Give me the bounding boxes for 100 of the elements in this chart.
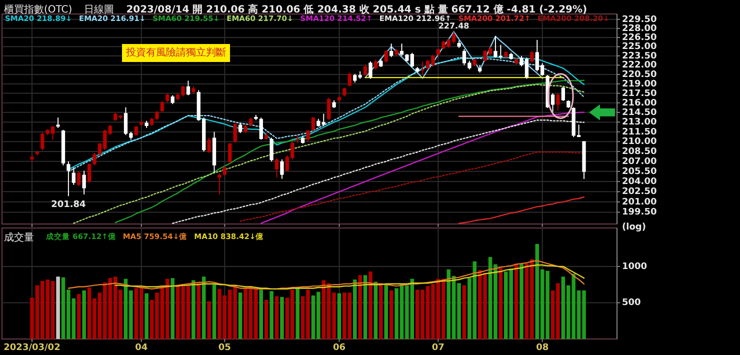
bar	[374, 282, 378, 339]
bar	[462, 285, 466, 339]
bar	[514, 264, 518, 339]
candlestick	[348, 72, 352, 87]
candlestick	[384, 50, 388, 64]
bar	[76, 294, 81, 339]
y-tick-label: 226.50	[622, 32, 657, 43]
y-tick-label: 220.50	[622, 70, 657, 80]
y-tick-label: 1000	[622, 262, 648, 272]
candlestick	[390, 43, 394, 58]
candlestick	[374, 59, 378, 70]
line-series	[114, 264, 585, 290]
bar	[170, 278, 174, 339]
bar	[498, 268, 503, 339]
y-tick-label: 500	[622, 298, 641, 308]
candlestick	[160, 100, 164, 112]
candlestick	[561, 86, 565, 102]
line-series	[260, 112, 585, 224]
candlestick	[322, 113, 326, 126]
y-tick-label: 207.00	[622, 156, 657, 167]
bar	[270, 291, 274, 339]
bar	[202, 276, 206, 339]
bar	[144, 293, 148, 339]
candlestick	[56, 117, 60, 128]
bar	[384, 284, 388, 339]
line-series	[364, 30, 543, 79]
bar	[259, 290, 264, 339]
candlestick	[296, 134, 300, 144]
x-tick-label: 04	[135, 343, 148, 353]
annotation: 227.48	[438, 22, 470, 31]
candlestick	[72, 166, 76, 186]
candlestick	[327, 97, 331, 121]
bar	[264, 300, 268, 339]
y-tick-label: 216.00	[622, 98, 657, 108]
x-tick-label: 05	[218, 343, 231, 353]
y-tick-label: 229.50	[622, 14, 657, 25]
line-series	[458, 196, 585, 224]
x-tick-label: 08	[536, 343, 549, 353]
annotation: 2023/08/14 開 210.06 高 210.06 低 204.38 收 205.44 s 點 量 667.12 億 -4.81 (-2.29%)	[126, 4, 588, 16]
annotation: 投資有風險請獨立判斷	[125, 46, 226, 59]
bar	[368, 272, 372, 339]
candlestick	[40, 132, 44, 151]
candlestick	[92, 152, 96, 166]
candlestick	[311, 116, 316, 132]
y-tick-label: 208.50	[622, 146, 657, 157]
candlestick	[134, 125, 138, 136]
bar	[56, 276, 60, 339]
bar	[389, 290, 394, 339]
y-tick-label: 202.50	[622, 187, 657, 198]
bar	[192, 280, 196, 339]
candlestick	[238, 122, 242, 134]
line-series	[172, 120, 585, 224]
candlestick	[270, 137, 274, 162]
candlestick	[420, 60, 424, 76]
x-tick-label: 07	[432, 343, 444, 353]
bar	[274, 296, 279, 339]
candlestick	[400, 43, 404, 56]
y-tick-label: 214.50	[622, 108, 657, 118]
y-tick-label: 222.00	[622, 60, 657, 71]
candlestick	[259, 117, 263, 140]
candlestick	[82, 170, 86, 195]
bar	[207, 301, 211, 339]
candlestick	[222, 166, 226, 176]
y-tick-label: 210.00	[622, 137, 657, 148]
y-tick-label: 217.50	[622, 88, 657, 99]
x-tick-label: 2023/03/02	[4, 343, 60, 353]
text: 成交量	[4, 232, 34, 244]
bar	[238, 292, 242, 339]
x-tick-label: 06	[332, 343, 346, 353]
bar	[82, 290, 86, 339]
bar	[337, 293, 342, 339]
candlestick	[233, 122, 237, 144]
chart-title: 櫃買指數(OTC)	[4, 4, 72, 16]
candlestick	[228, 142, 232, 164]
candlestick	[186, 80, 190, 96]
y-tick-label: 213.00	[622, 118, 657, 128]
bar	[280, 296, 284, 339]
bar	[212, 284, 216, 339]
bar	[379, 283, 383, 339]
y-tick-label: 219.00	[622, 79, 657, 90]
y-tick-label: 201.00	[622, 197, 657, 208]
candlestick	[368, 60, 372, 80]
y-tick-label: 199.50	[622, 208, 657, 218]
candlestick	[280, 158, 284, 180]
candlestick	[363, 64, 368, 76]
bar	[196, 283, 201, 339]
candlestick	[155, 110, 159, 121]
candlestick	[306, 129, 310, 142]
candlestick	[77, 170, 81, 187]
y-tick-label: 204.00	[622, 176, 657, 187]
y-tick-label: 205.50	[622, 166, 657, 177]
y-tick-label: 228.00	[622, 24, 657, 34]
bar	[520, 264, 524, 339]
bar	[363, 275, 368, 339]
candlestick	[108, 124, 112, 136]
y-tick-label: 225.00	[622, 42, 657, 52]
y-tick-label: 211.50	[622, 127, 657, 138]
y-tick-label: 223.50	[622, 51, 657, 62]
annotation: 201.84	[51, 200, 86, 210]
candlestick	[274, 158, 279, 178]
